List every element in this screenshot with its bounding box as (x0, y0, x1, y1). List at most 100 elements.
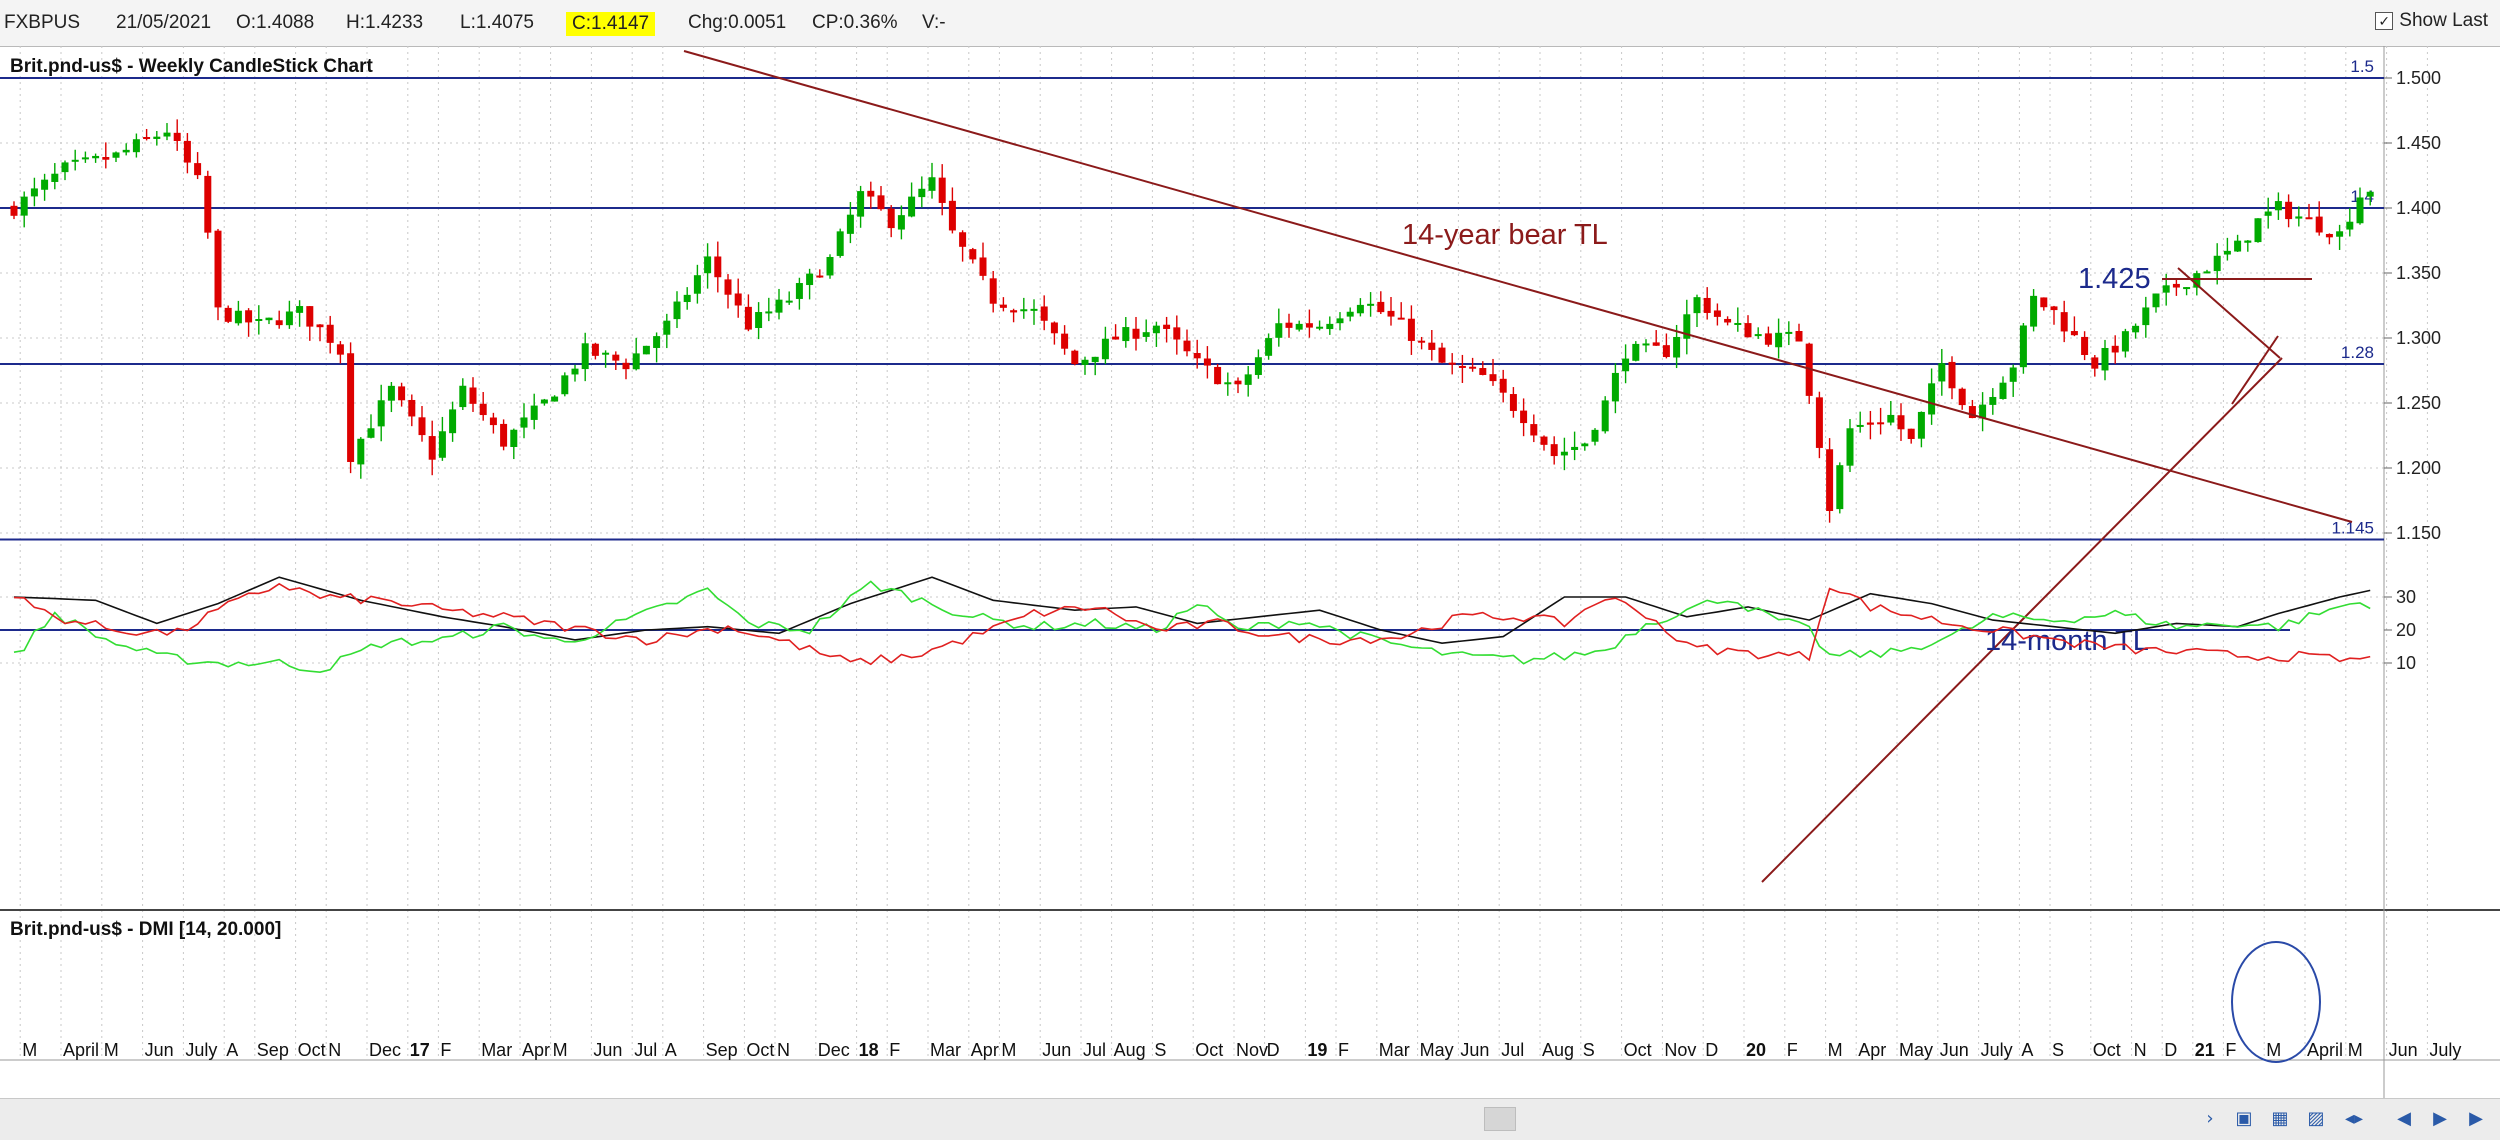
candle-body (612, 354, 620, 361)
zoom-icon[interactable]: ▣ (2235, 1108, 2253, 1129)
candle-body (826, 256, 834, 276)
time-tick-label: Nov (1664, 1040, 1696, 1060)
horizontal-scrollbar[interactable]: › ▣ ▦ ▨ ◂▸ ◀ ▶ ▶ (0, 1098, 2500, 1140)
time-tick-label: Jul (634, 1040, 657, 1060)
candle-body (1469, 366, 1477, 369)
candle-body (1132, 328, 1140, 339)
candle-body (1193, 353, 1201, 359)
checkbox-icon[interactable]: ✓ (2375, 12, 2394, 30)
time-tick-label: F (889, 1040, 900, 1060)
candle-body (877, 195, 885, 210)
candle-body (1795, 331, 1803, 342)
candle-body (551, 396, 559, 402)
candle-body (367, 428, 375, 438)
candle-body (1734, 322, 1742, 325)
candle-body (2244, 240, 2252, 243)
candle-body (785, 300, 793, 303)
time-tick-label: D (1705, 1040, 1718, 1060)
candle-body (1285, 322, 1293, 328)
candle-body (571, 368, 579, 375)
time-tick-label: M (2266, 1040, 2281, 1060)
candle-body (1713, 310, 1721, 317)
time-tick-label: A (2021, 1040, 2033, 1060)
candle-body (1887, 414, 1895, 423)
candle-body (510, 429, 518, 448)
vertical-grid (19, 46, 2428, 1060)
step-left-icon[interactable]: ◀ (2397, 1108, 2411, 1129)
candle-body (1499, 378, 1507, 393)
candle-body (316, 324, 324, 328)
scroll-right-arrow-icon[interactable]: › (2206, 1108, 2214, 1129)
candle-body (132, 139, 140, 153)
candle-body (377, 400, 385, 427)
level-1425-annotation: 1.425 (2078, 263, 2151, 295)
time-tick-label: 19 (1307, 1040, 1327, 1060)
time-tick-label: April (63, 1040, 99, 1060)
candle-body (2019, 325, 2027, 368)
candle-body (2315, 216, 2323, 233)
candle-body (326, 324, 334, 343)
zoom-out-icon[interactable]: ▨ (2307, 1108, 2325, 1129)
candle-body (1407, 318, 1415, 341)
time-tick-label: July (185, 1040, 217, 1060)
candle-body (836, 231, 844, 256)
candle-body (2264, 211, 2272, 216)
change-field: Chg:0.0051 (688, 12, 787, 33)
dmi-axis-ticks: 30 20 10 (2384, 587, 2416, 673)
candle-body (653, 336, 661, 348)
show-last-toggle[interactable]: ✓ Show Last (2375, 10, 2488, 32)
candle-body (449, 409, 457, 434)
candle-body (2030, 295, 2038, 327)
candle-body (1091, 356, 1099, 363)
candle-body (1897, 415, 1905, 430)
candle-body (1846, 428, 1854, 466)
candle-body (1020, 309, 1028, 312)
candle-body (591, 343, 599, 356)
candle-body (2305, 217, 2313, 220)
candle-body (30, 188, 38, 197)
candle-body (296, 306, 304, 313)
candle-body (1152, 325, 1160, 334)
scroll-end-icon[interactable]: ▶ (2469, 1108, 2483, 1129)
high-field: H:1.4233 (346, 12, 424, 33)
candle-body (959, 232, 967, 247)
candle-body (2009, 367, 2017, 382)
annotations: 14-year bear TL 14-month TL 1.425 (1402, 219, 2151, 657)
candle-body (1999, 382, 2007, 399)
candle-body (306, 306, 314, 327)
candle-body (561, 375, 569, 395)
open-field: O:1.4088 (236, 12, 315, 33)
volume-field: V:- (922, 12, 946, 33)
candle-body (347, 353, 355, 462)
candle-body (1244, 374, 1252, 385)
candle-body (2193, 273, 2201, 288)
step-right-icon[interactable]: ▶ (2433, 1108, 2447, 1129)
time-tick-label: Aug (1114, 1040, 1146, 1060)
candle-body (693, 275, 701, 294)
wedge-top-line (2177, 267, 2281, 359)
time-tick-label: D (1267, 1040, 1280, 1060)
candle-body (1397, 317, 1405, 320)
candle-body (1744, 323, 1752, 338)
bear-tl-annotation: 14-year bear TL (1402, 219, 1608, 251)
time-tick-label: Jun (1042, 1040, 1071, 1060)
candle-body (887, 208, 895, 229)
candle-body (1101, 338, 1109, 360)
candle-body (1142, 332, 1150, 337)
page-left-icon[interactable]: ◂▸ (2344, 1108, 2364, 1129)
candle-body (1968, 406, 1976, 419)
scrollbar-thumb[interactable] (1484, 1107, 1516, 1131)
candle-body (979, 257, 987, 276)
candle-body (2111, 345, 2119, 353)
time-tick-label: Mar (481, 1040, 512, 1060)
candle-body (173, 132, 181, 141)
candle-body (540, 399, 548, 404)
candle-body (1316, 326, 1324, 329)
time-tick-label: May (1899, 1040, 1933, 1060)
zoom-in-icon[interactable]: ▦ (2271, 1108, 2289, 1129)
time-tick-label: April (2307, 1040, 2343, 1060)
candle-body (2366, 191, 2374, 197)
candle-body (183, 140, 191, 163)
candle-body (1917, 411, 1925, 439)
candle-body (1122, 327, 1130, 342)
